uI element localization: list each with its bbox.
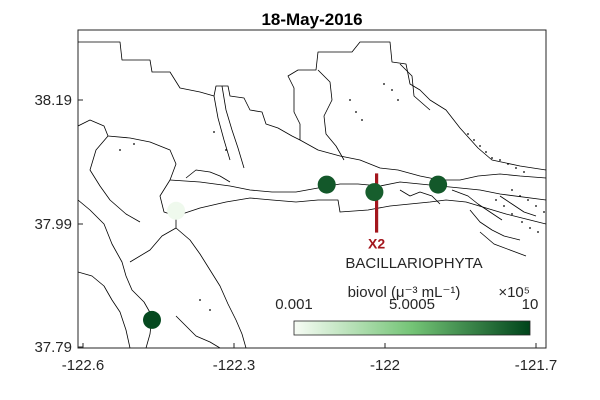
x2-label: X2 bbox=[368, 236, 385, 252]
y-tick-label: 38.19 bbox=[34, 92, 72, 109]
colorbar-tick-label: 10 bbox=[522, 296, 539, 313]
coastline bbox=[78, 41, 546, 348]
sample-point bbox=[365, 183, 384, 202]
x2-marker: X2 bbox=[368, 173, 385, 252]
colorbar-tick-label: 5.0005 bbox=[389, 296, 435, 313]
sample-point bbox=[317, 175, 336, 194]
x-tick-label: -121.7 bbox=[515, 357, 558, 374]
x-axis: -122.6 -122.3 -122 -121.7 bbox=[62, 343, 558, 374]
sample-point bbox=[167, 201, 186, 220]
colorbar: BACILLARIOPHYTA biovol (μ⁻³ mL⁻¹) ×10⁵ 0… bbox=[275, 255, 539, 336]
y-tick-label: 37.99 bbox=[34, 216, 72, 233]
x-tick-label: -122.6 bbox=[62, 357, 105, 374]
sample-point bbox=[429, 175, 448, 194]
colorbar-tick-label: 0.001 bbox=[275, 296, 313, 313]
x-tick-label: -122.3 bbox=[213, 357, 256, 374]
colorbar-exponent: ×10⁵ bbox=[498, 284, 530, 301]
sample-point bbox=[143, 310, 161, 329]
colorbar-title: BACILLARIOPHYTA bbox=[345, 255, 482, 272]
colorbar-gradient bbox=[293, 320, 531, 336]
x-tick-label: -122 bbox=[370, 357, 400, 374]
y-axis: 38.19 37.99 37.79 bbox=[34, 92, 83, 356]
y-tick-label: 37.79 bbox=[34, 339, 72, 356]
map-title: 18-May-2016 bbox=[261, 10, 362, 29]
colorbar-units: biovol (μ⁻³ mL⁻¹) bbox=[348, 284, 461, 301]
sample-points bbox=[143, 175, 448, 329]
delta-texture bbox=[119, 83, 545, 311]
